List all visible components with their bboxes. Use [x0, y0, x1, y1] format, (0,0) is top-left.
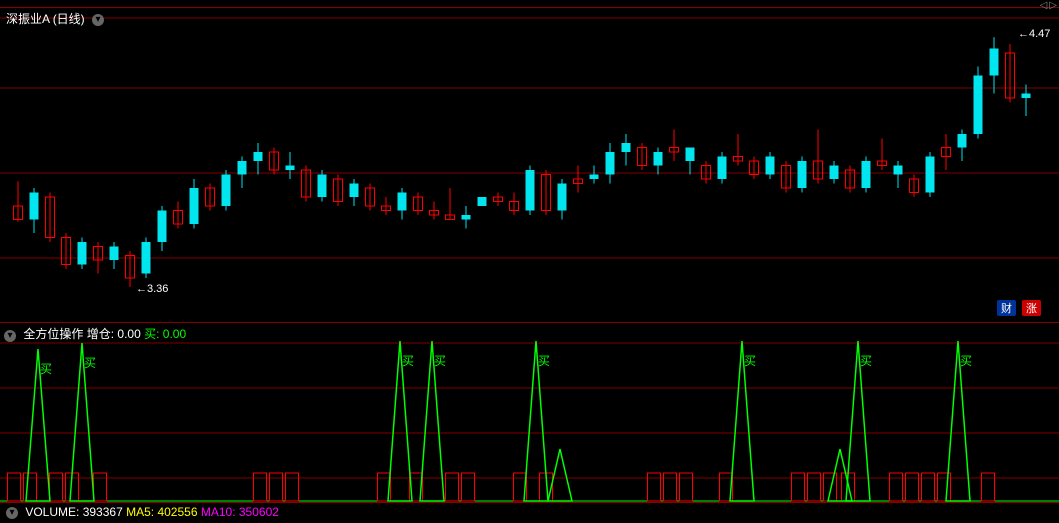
collapse-icon[interactable]: ▾	[4, 330, 16, 342]
buy-value: 0.00	[163, 327, 186, 341]
ma5-value: 402556	[157, 505, 197, 519]
ma5-label: MA5:	[126, 505, 154, 519]
buy-label: 买:	[144, 327, 159, 341]
chart-title: 深振业A (日线) ▾	[6, 10, 104, 27]
svg-text:买: 买	[40, 362, 52, 376]
add-label: 增仓:	[87, 327, 114, 341]
chart-period: (日线)	[53, 12, 85, 26]
price-low-label: ←3.36	[136, 283, 168, 295]
volume-value: 393367	[83, 505, 123, 519]
badge-cai[interactable]: 财	[997, 300, 1016, 316]
svg-text:买: 买	[402, 354, 414, 368]
ma10-value: 350602	[239, 505, 279, 519]
top-menu-strip: ◁ ▷	[0, 0, 1059, 8]
stock-name: 深振业A	[6, 12, 49, 26]
price-high-label: ←4.47	[1018, 28, 1050, 40]
svg-text:买: 买	[960, 354, 972, 368]
candle-svg	[0, 8, 1059, 323]
ma10-label: MA10:	[201, 505, 236, 519]
svg-text:买: 买	[84, 356, 96, 370]
svg-text:买: 买	[860, 354, 872, 368]
indicator-name: 全方位操作	[23, 327, 83, 341]
indicator-svg: 买买买买买买买买	[0, 323, 1059, 503]
add-value: 0.00	[117, 327, 140, 341]
indicator-panel[interactable]: ▾ 全方位操作 增仓: 0.00 买: 0.00 买买买买买买买买	[0, 323, 1059, 503]
svg-text:买: 买	[538, 354, 550, 368]
svg-text:买: 买	[434, 354, 446, 368]
candlestick-chart[interactable]: 深振业A (日线) ▾ ←4.47 ←3.36 财 涨	[0, 8, 1059, 323]
badge-zhang[interactable]: 涨	[1022, 300, 1041, 316]
collapse-icon-2[interactable]: ▾	[6, 507, 18, 519]
volume-row: ▾ VOLUME: 393367 MA5: 402556 MA10: 35060…	[0, 503, 1059, 523]
svg-text:买: 买	[744, 354, 756, 368]
indicator-header: ▾ 全方位操作 增仓: 0.00 买: 0.00	[4, 325, 186, 342]
badge-row: 财 涨	[997, 300, 1041, 316]
dropdown-icon[interactable]: ▾	[92, 14, 104, 26]
volume-label: VOLUME:	[25, 505, 79, 519]
